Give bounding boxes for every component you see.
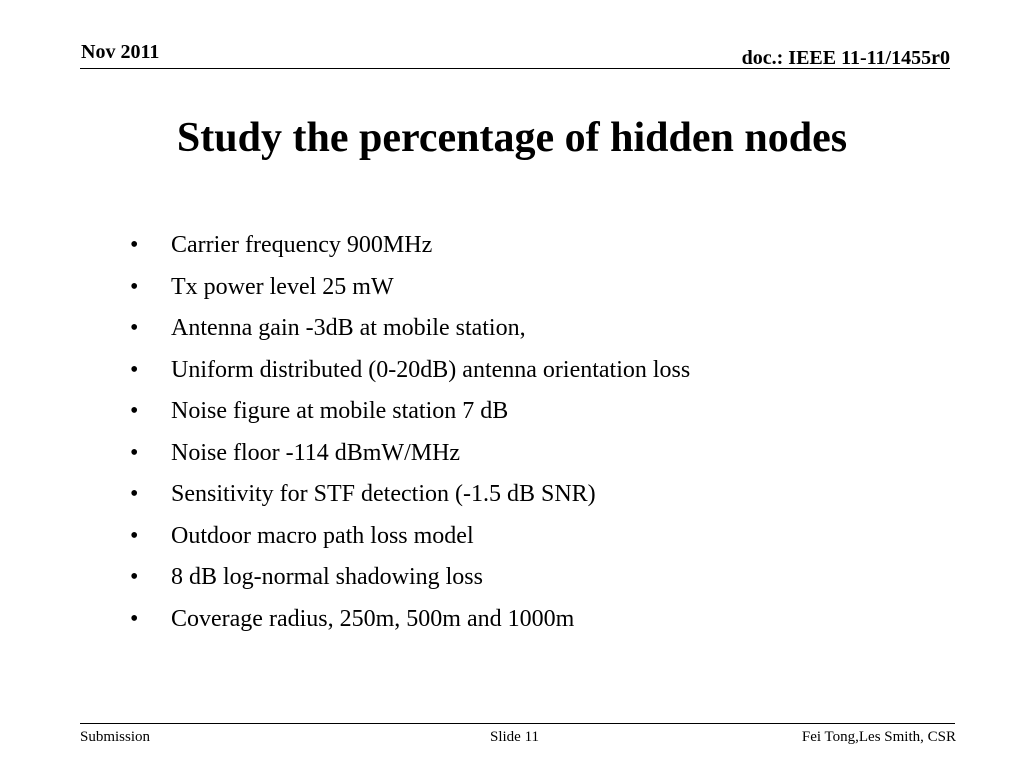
bullet-item: • Uniform distributed (0-20dB) antenna o… bbox=[130, 350, 690, 392]
bullet-text: Antenna gain -3dB at mobile station, bbox=[171, 315, 526, 341]
bullet-item: • Tx power level 25 mW bbox=[130, 267, 690, 309]
bullet-item: • Antenna gain -3dB at mobile station, bbox=[130, 308, 690, 350]
bullet-icon: • bbox=[130, 315, 139, 341]
bullet-icon: • bbox=[130, 439, 139, 466]
bullet-text: Uniform distributed (0-20dB) antenna ori… bbox=[171, 356, 691, 383]
bullet-text: Noise figure at mobile station 7 dB bbox=[171, 398, 509, 424]
bullet-item: • Sensitivity for STF detection (-1.5 dB… bbox=[130, 474, 690, 516]
bullet-text: Outdoor macro path loss model bbox=[171, 522, 474, 549]
document-id: doc.: IEEE 11-11/1455r0 bbox=[741, 47, 950, 69]
bullet-icon: • bbox=[130, 398, 139, 424]
footer-authors: Fei Tong,Les Smith, CSR bbox=[801, 729, 956, 745]
bullet-item: • Noise figure at mobile station 7 dB bbox=[130, 391, 690, 433]
bullet-item: • Coverage radius, 250m, 500m and 1000m bbox=[130, 599, 690, 641]
slide-title: Study the percentage of hidden nodes bbox=[176, 115, 848, 161]
bullet-text: Noise floor -114 dBmW/MHz bbox=[171, 439, 461, 466]
bullet-icon: • bbox=[130, 356, 139, 383]
bullet-list: • Carrier frequency 900MHz • Tx power le… bbox=[130, 225, 690, 640]
footer-divider bbox=[80, 723, 955, 724]
bullet-item: • Carrier frequency 900MHz bbox=[130, 225, 690, 267]
footer-submission: Submission bbox=[80, 729, 151, 745]
bullet-text: Sensitivity for STF detection (-1.5 dB S… bbox=[171, 481, 596, 507]
bullet-item: • 8 dB log-normal shadowing loss bbox=[130, 557, 690, 599]
bullet-icon: • bbox=[130, 232, 139, 258]
bullet-text: Coverage radius, 250m, 500m and 1000m bbox=[171, 605, 575, 632]
bullet-icon: • bbox=[130, 522, 139, 549]
bullet-item: • Noise floor -114 dBmW/MHz bbox=[130, 433, 690, 475]
bullet-icon: • bbox=[130, 564, 139, 590]
footer-slide-number: Slide 11 bbox=[490, 729, 540, 745]
bullet-text: 8 dB log-normal shadowing loss bbox=[171, 564, 483, 590]
bullet-text: Carrier frequency 900MHz bbox=[171, 232, 433, 258]
header-divider bbox=[80, 68, 950, 69]
bullet-icon: • bbox=[130, 273, 139, 300]
bullet-item: • Outdoor macro path loss model bbox=[130, 516, 690, 558]
bullet-icon: • bbox=[130, 481, 139, 507]
header-date: Nov 2011 bbox=[81, 41, 160, 63]
bullet-text: Tx power level 25 mW bbox=[171, 273, 394, 300]
bullet-icon: • bbox=[130, 605, 139, 632]
